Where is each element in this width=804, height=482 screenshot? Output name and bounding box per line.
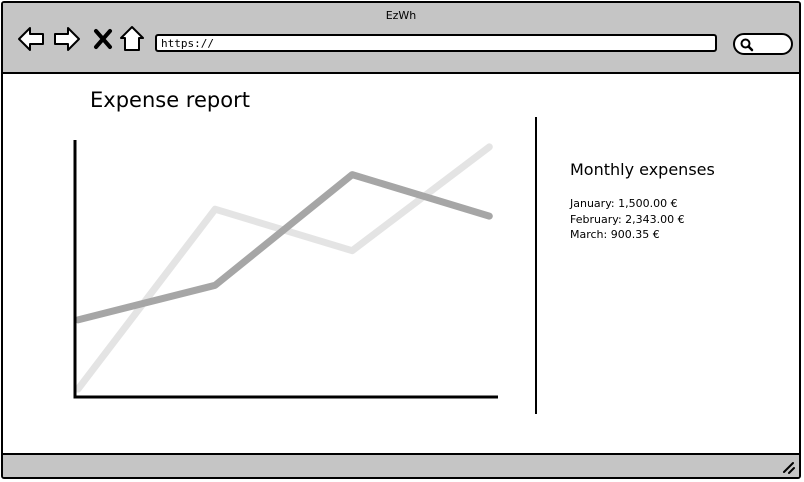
arrow-left-icon bbox=[18, 27, 44, 51]
arrow-right-icon bbox=[54, 27, 80, 51]
page-content: Expense report Monthly expenses January:… bbox=[3, 74, 799, 455]
chart-axes bbox=[73, 140, 498, 399]
url-input[interactable] bbox=[155, 34, 717, 52]
list-item: February: 2,343.00 € bbox=[570, 212, 685, 226]
back-button[interactable] bbox=[17, 25, 45, 53]
home-icon bbox=[120, 26, 144, 51]
sidebar-title: Monthly expenses bbox=[570, 160, 715, 179]
list-item: March: 900.35 € bbox=[570, 228, 660, 241]
expense-list: January: 1,500.00 € February: 2,343.00 €… bbox=[570, 196, 685, 243]
home-button[interactable] bbox=[118, 25, 146, 53]
vertical-divider bbox=[535, 117, 537, 414]
window-title: EzWh bbox=[385, 9, 417, 22]
expense-line-chart bbox=[73, 140, 498, 399]
close-icon bbox=[94, 29, 112, 49]
forward-button[interactable] bbox=[53, 25, 81, 53]
list-item: January: 1,500.00 € bbox=[570, 197, 678, 210]
resize-handle-icon[interactable] bbox=[781, 460, 795, 474]
series-line-1 bbox=[74, 143, 493, 393]
series-line-2 bbox=[74, 171, 493, 324]
status-bar bbox=[3, 453, 799, 477]
stop-button[interactable] bbox=[89, 25, 117, 53]
page-title: Expense report bbox=[90, 88, 250, 112]
search-icon bbox=[740, 38, 754, 52]
browser-toolbar: EzWh bbox=[3, 3, 799, 74]
search-box[interactable] bbox=[733, 33, 793, 55]
